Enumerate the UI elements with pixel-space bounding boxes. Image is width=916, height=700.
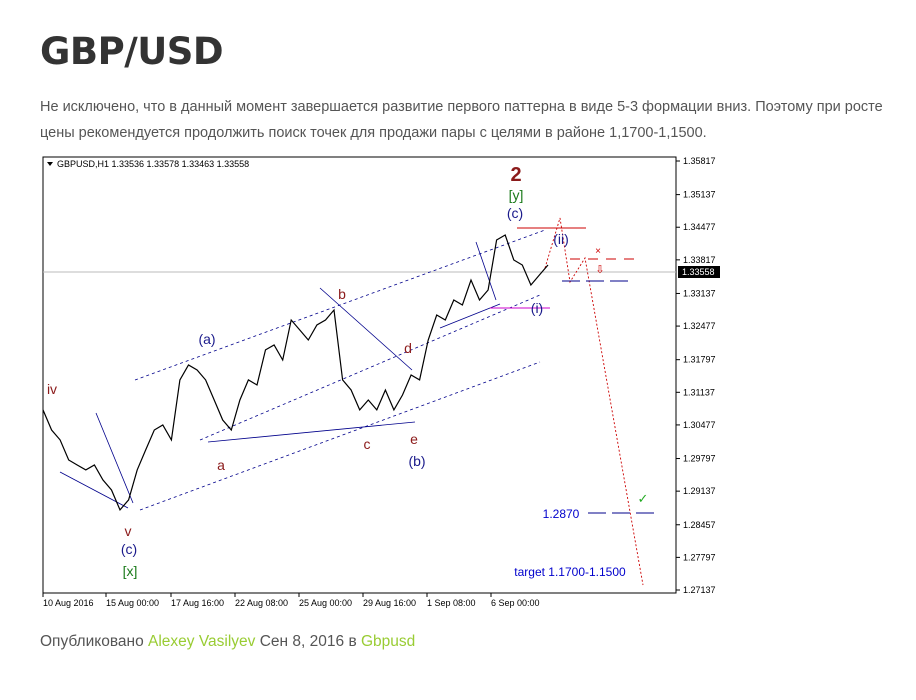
x-tick-label: 22 Aug 08:00 (235, 598, 288, 608)
y-tick-label: 1.32477 (683, 321, 716, 331)
wave-label: (c) (121, 541, 137, 557)
plot-frame (42, 156, 677, 594)
svg-text:✓: ✓ (638, 491, 649, 506)
y-tick-label: 1.35817 (683, 156, 716, 166)
x-tick-label: 17 Aug 16:00 (171, 598, 224, 608)
wave-label: (b) (408, 453, 425, 469)
svg-text:⇩: ⇩ (595, 264, 604, 276)
category-link[interactable]: Gbpusd (361, 633, 416, 650)
y-tick-label: 1.27137 (683, 585, 716, 595)
wave-label: iv (47, 381, 57, 397)
y-tick-label: 1.30477 (683, 420, 716, 430)
wave-label: d (404, 340, 412, 356)
wave-label: 2 (510, 164, 521, 186)
meta-in: в (348, 633, 357, 650)
price-badge (678, 266, 720, 278)
svg-text:×: × (595, 246, 601, 257)
y-tick-label: 1.34477 (683, 222, 716, 232)
y-tick-label: 1.31797 (683, 355, 716, 365)
meta-prefix: Опубликовано (40, 633, 144, 650)
y-tick-label: 1.27797 (683, 552, 716, 562)
wave-label: (a) (198, 331, 215, 347)
wave-label: (c) (507, 205, 523, 221)
y-tick-label: 1.28457 (683, 520, 716, 530)
wave-label: target 1.1700-1.1500 (514, 565, 626, 579)
x-tick-label: 25 Aug 00:00 (299, 598, 352, 608)
wave-label: c (364, 436, 371, 452)
y-tick-label: 1.31137 (683, 387, 715, 397)
wave-label: (i) (531, 300, 543, 316)
y-tick-label: 1.33137 (683, 288, 716, 298)
x-tick-label: 15 Aug 00:00 (106, 598, 159, 608)
channel (134, 229, 546, 511)
current-price: 1.33558 (682, 267, 715, 277)
forecast-marks: × ⇩ ✓ (562, 246, 655, 514)
wave-label: [y] (509, 187, 524, 203)
y-tick-label: 1.33817 (683, 255, 716, 265)
price-line (42, 234, 549, 512)
meta-date: Сен 8, 2016 (259, 633, 345, 650)
y-tick-label: 1.35137 (683, 190, 716, 200)
wave-label: b (338, 286, 346, 302)
menu-arrow (47, 162, 53, 166)
wave-label: 1.2870 (543, 507, 580, 521)
wave-label: (ii) (553, 231, 569, 247)
x-tick-label: 1 Sep 08:00 (427, 598, 476, 608)
wave-label: v (125, 523, 132, 539)
wave-label: e (410, 431, 418, 447)
x-tick-label: 6 Sep 00:00 (491, 598, 540, 608)
x-tick-label: 10 Aug 2016 (43, 598, 94, 608)
y-tick-label: 1.29797 (683, 454, 716, 464)
wave-label: [x] (123, 563, 138, 579)
chart-header: GBPUSD,H1 1.33536 1.33578 1.33463 1.3355… (57, 159, 249, 169)
post-text: Не исключено, что в данный момент заверш… (40, 99, 883, 141)
post-meta: Опубликовано Alexey Vasilyev Сен 8, 2016… (40, 633, 415, 651)
post-title: GBP/USD (40, 30, 224, 73)
x-tick-label: 29 Aug 16:00 (363, 598, 416, 608)
wave-label: a (217, 457, 225, 473)
forecast (544, 217, 644, 586)
author-link[interactable]: Alexey Vasilyev (148, 633, 256, 650)
y-tick-label: 1.29137 (683, 486, 716, 496)
